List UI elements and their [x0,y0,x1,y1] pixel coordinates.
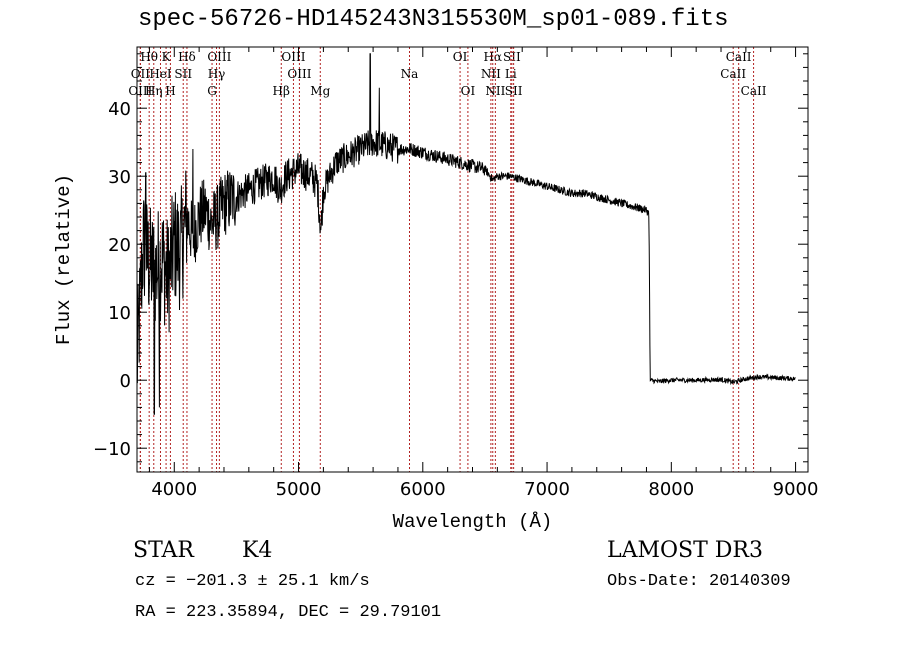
line-marker-label: HeI [149,67,172,81]
redshift-line: cz = −201.3 ± 25.1 km/s [135,572,370,591]
line-marker-label: NII [481,67,501,81]
ra-label: RA = [135,603,187,622]
x-tick-label: 7000 [524,479,570,500]
x-tick-label: 9000 [773,479,819,500]
cz-value: −201.3 [186,572,248,591]
line-marker-label: K [162,50,172,64]
cz-label: cz = [135,572,187,591]
cz-error: 25.1 [277,572,319,591]
line-marker-label: Hα [483,50,502,64]
line-marker-label: SII [174,67,192,81]
line-marker-label: Hγ [208,67,226,81]
line-marker-label: Mg [310,84,330,98]
cz-unit: km/s [318,572,370,591]
x-tick-label: 5000 [276,479,322,500]
line-marker-label: CaII [720,67,746,81]
axis-labels: 4000 5000 6000 7000 8000 9000 −10 0 10 20 30 40 Wave… [53,99,818,533]
line-marker-label: CaII [726,50,752,64]
line-marker-label: SII [505,84,523,98]
dec-label: , DEC = [277,603,360,622]
line-marker-label: OIII [128,84,152,98]
axis-ticks [137,47,808,472]
line-marker-label: NII [485,84,505,98]
dec-value: 29.79101 [359,603,442,622]
y-tick-label: 0 [120,371,131,392]
class-label: STAR [133,538,194,563]
line-marker-label: H [165,84,175,98]
x-tick-label: 6000 [400,479,446,500]
line-marker-label: Hβ [273,84,290,98]
line-marker-label: OII [131,67,151,81]
x-axis-label: Wavelength (Å) [393,511,553,533]
line-marker-label: OIII [281,50,305,64]
ra-value: 223.35894 [186,603,278,622]
line-marker-label: G [207,84,217,98]
y-axis-label: Flux (relative) [53,174,75,345]
line-marker-label: Hθ [140,50,158,64]
line-marker-label: Hδ [178,50,196,64]
line-marker-label: OI [461,84,476,98]
x-tick-label: 8000 [648,479,694,500]
y-tick-label: 10 [108,303,131,324]
line-marker-label: Na [401,67,419,81]
obs-date-line: Obs-Date: 20140309 [607,572,791,591]
line-marker-label: CaII [741,84,767,98]
y-tick-label: −10 [93,439,131,460]
line-marker-label: OIII [207,50,231,64]
cz-pm: ± [247,572,278,591]
plot-frame [136,46,809,473]
line-marker-label: Hη [145,84,163,98]
line-marker-label: SII [503,50,521,64]
y-tick-label: 40 [108,99,131,120]
obs-date: 20140309 [709,572,791,591]
coordinates-line: RA = 223.35894, DEC = 29.79101 [135,603,441,622]
survey-label: LAMOST DR3 [607,538,763,563]
y-tick-label: 20 [108,235,131,256]
line-marker-label: OI [453,50,468,64]
chart-title: spec-56726-HD145243N315530M_sp01-089.fit… [138,6,729,33]
x-tick-label: 4000 [151,479,197,500]
subclass-label: K4 [242,538,273,563]
line-marker-label: OIII [287,67,311,81]
line-marker-label: Li [505,67,517,81]
obs-label: Obs-Date: [607,572,710,591]
spectrum-line [136,53,796,415]
y-tick-label: 30 [108,167,131,188]
